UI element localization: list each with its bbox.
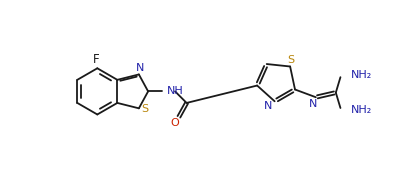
Text: F: F [93, 53, 99, 66]
Text: NH: NH [167, 86, 184, 96]
Text: N: N [308, 99, 317, 109]
Text: O: O [171, 118, 179, 128]
Text: S: S [142, 104, 149, 114]
Text: NH₂: NH₂ [350, 105, 372, 115]
Text: N: N [264, 101, 273, 111]
Text: S: S [287, 55, 295, 65]
Text: N: N [136, 63, 145, 73]
Text: NH₂: NH₂ [350, 70, 372, 80]
